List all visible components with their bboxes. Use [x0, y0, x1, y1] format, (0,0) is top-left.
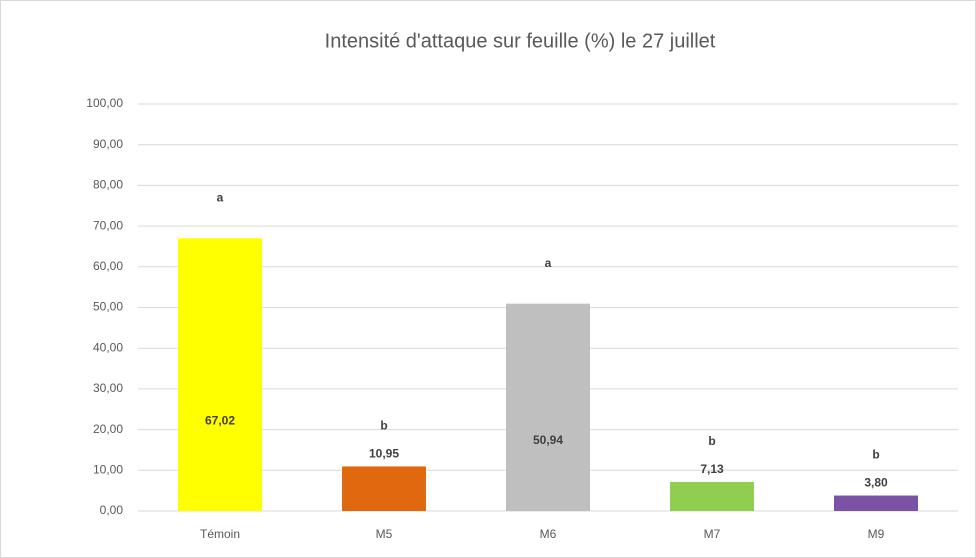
value-label: 3,80 — [864, 476, 888, 490]
bar — [178, 238, 262, 511]
x-tick-label: M7 — [704, 527, 721, 541]
x-tick-label: M9 — [868, 527, 885, 541]
y-tick-label: 10,00 — [93, 462, 123, 476]
y-tick-label: 0,00 — [100, 503, 124, 517]
value-label: 10,95 — [369, 447, 399, 461]
y-tick-label: 80,00 — [93, 178, 123, 192]
bar — [670, 481, 754, 511]
value-label: 50,94 — [533, 433, 563, 447]
chart-title: Intensité d'attaque sur feuille (%) le 2… — [325, 30, 716, 52]
y-tick-label: 40,00 — [93, 340, 123, 354]
y-tick-label: 20,00 — [93, 422, 123, 436]
bar — [834, 495, 918, 511]
x-tick-label: Témoin — [200, 527, 240, 541]
value-label: 67,02 — [205, 413, 235, 427]
annotation: b — [872, 448, 879, 462]
annotation: b — [708, 434, 715, 448]
x-tick-label: M6 — [540, 527, 557, 541]
y-tick-label: 50,00 — [93, 300, 123, 314]
y-tick-label: 30,00 — [93, 381, 123, 395]
y-tick-label: 70,00 — [93, 218, 123, 232]
annotation: b — [380, 419, 387, 433]
y-tick-label: 100,00 — [86, 96, 123, 110]
x-tick-label: M5 — [376, 527, 393, 541]
value-label: 7,13 — [700, 462, 724, 476]
annotation: a — [217, 190, 224, 204]
y-tick-label: 90,00 — [93, 137, 123, 151]
bar — [506, 303, 590, 511]
annotation: a — [545, 256, 552, 270]
y-tick-label: 60,00 — [93, 259, 123, 273]
bar — [342, 466, 426, 511]
